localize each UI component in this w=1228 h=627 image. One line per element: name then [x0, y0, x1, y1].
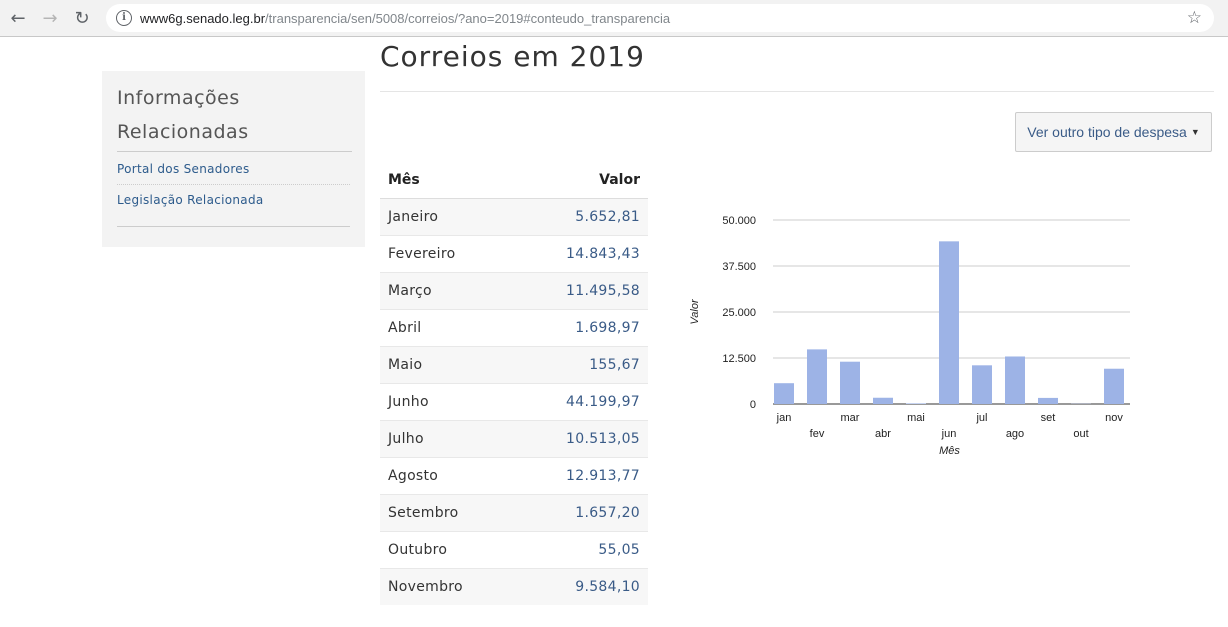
month-cell: Janeiro: [380, 198, 515, 236]
url-host: www6g.senado.leg.br: [140, 10, 266, 26]
table-row: Junho 44.199,97: [380, 383, 648, 421]
month-cell: Julho: [380, 420, 515, 458]
forward-arrow-icon[interactable]: →: [42, 7, 58, 29]
x-tick-label: jun: [941, 428, 957, 440]
bar-ago: [1005, 356, 1025, 404]
y-tick-label: 50.000: [722, 215, 756, 227]
table-row: Agosto 12.913,77: [380, 457, 648, 495]
table-row: Maio 155,67: [380, 346, 648, 384]
table-row: Abril 1.698,97: [380, 309, 648, 347]
x-axis-title: Mês: [939, 445, 960, 457]
caret-down-icon: ▼: [1190, 127, 1200, 137]
month-cell: Fevereiro: [380, 235, 515, 273]
x-tick-label: out: [1073, 428, 1088, 440]
month-cell: Junho: [380, 383, 515, 421]
sidebar-divider: [117, 226, 350, 227]
dropdown-label: Ver outro tipo de despesa: [1027, 124, 1187, 140]
value-cell: 55,05: [514, 531, 648, 569]
monthly-values-table: Mês Valor Janeiro 5.652,81 Fevereiro 14.843…: [380, 161, 648, 605]
sidebar-title-line1: Informações: [117, 87, 240, 109]
y-tick-label: 12.500: [722, 353, 756, 365]
bar-abr: [873, 397, 893, 404]
value-cell: 9.584,10: [514, 568, 648, 605]
related-info-panel: Informações Relacionadas Portal dos Sena…: [102, 71, 365, 247]
month-cell: Abril: [380, 309, 515, 347]
x-tick-label: ago: [1006, 428, 1024, 440]
value-cell: 12.913,77: [514, 457, 648, 495]
bar-jun: [939, 241, 959, 404]
x-tick-label: set: [1041, 412, 1056, 424]
site-info-icon[interactable]: i: [116, 10, 132, 26]
legislacao-relacionada-link[interactable]: Legislação Relacionada: [117, 193, 264, 207]
x-tick-label: mai: [907, 412, 925, 424]
bar-fev: [807, 349, 827, 404]
sidebar-title-line2: Relacionadas: [117, 121, 249, 143]
column-header-valor: Valor: [514, 161, 648, 199]
x-tick-label: jul: [975, 412, 987, 424]
bar-jul: [972, 365, 992, 404]
bar-set: [1038, 397, 1058, 404]
table-row: Novembro 9.584,10: [380, 568, 648, 605]
sidebar-title: Informações Relacionadas: [117, 81, 352, 152]
back-arrow-icon[interactable]: ←: [10, 7, 26, 29]
value-cell: 11.495,58: [514, 272, 648, 310]
value-cell: 155,67: [514, 346, 648, 384]
url-path: /transparencia/sen/5008/correios/?ano=20…: [265, 10, 671, 26]
value-cell: 44.199,97: [514, 383, 648, 421]
table-row: Fevereiro 14.843,43: [380, 235, 648, 273]
bar-jan: [774, 383, 794, 404]
y-tick-label: 25.000: [722, 307, 756, 319]
column-header-mes: Mês: [380, 161, 515, 199]
month-cell: Agosto: [380, 457, 515, 495]
month-cell: Maio: [380, 346, 515, 384]
value-cell: 10.513,05: [514, 420, 648, 458]
table-row: Outubro 55,05: [380, 531, 648, 569]
x-tick-label: nov: [1105, 412, 1123, 424]
x-tick-label: jan: [776, 412, 792, 424]
table-row: Setembro 1.657,20: [380, 494, 648, 532]
month-cell: Outubro: [380, 531, 515, 569]
browser-toolbar: ← → ↻ i www6g.senado.leg.br/transparenci…: [0, 0, 1228, 37]
table-row: Janeiro 5.652,81: [380, 198, 648, 236]
y-tick-label: 0: [750, 399, 756, 411]
bar-nov: [1104, 368, 1124, 404]
reload-icon[interactable]: ↻: [74, 7, 90, 29]
value-cell: 5.652,81: [514, 198, 648, 236]
monthly-bar-chart: 0 12.500 25.000 37.500 50.000 jan fev mar abr mai…: [689, 215, 1130, 457]
month-cell: Setembro: [380, 494, 515, 532]
value-cell: 1.698,97: [514, 309, 648, 347]
x-tick-label: abr: [875, 428, 891, 440]
title-divider: [380, 91, 1214, 92]
value-cell: 1.657,20: [514, 494, 648, 532]
month-cell: Novembro: [380, 568, 515, 605]
value-cell: 14.843,43: [514, 235, 648, 273]
table-header-row: Mês Valor: [380, 161, 648, 199]
page-title: Correios em 2019: [380, 40, 645, 73]
x-tick-label: fev: [810, 428, 825, 440]
table-row: Março 11.495,58: [380, 272, 648, 310]
other-expense-type-dropdown[interactable]: Ver outro tipo de despesa ▼: [1015, 112, 1212, 152]
url-text[interactable]: www6g.senado.leg.br/transparencia/sen/50…: [140, 11, 670, 26]
y-axis-title: Valor: [689, 298, 701, 325]
y-tick-label: 37.500: [722, 261, 756, 273]
bar-mar: [840, 361, 860, 404]
bookmark-star-icon[interactable]: ☆: [1186, 8, 1202, 28]
address-bar[interactable]: i www6g.senado.leg.br/transparencia/sen/…: [106, 4, 1214, 32]
x-tick-label: mar: [841, 412, 860, 424]
month-cell: Março: [380, 272, 515, 310]
bar-mai: [906, 403, 926, 404]
portal-senadores-link[interactable]: Portal dos Senadores: [117, 154, 350, 185]
table-row: Julho 10.513,05: [380, 420, 648, 458]
